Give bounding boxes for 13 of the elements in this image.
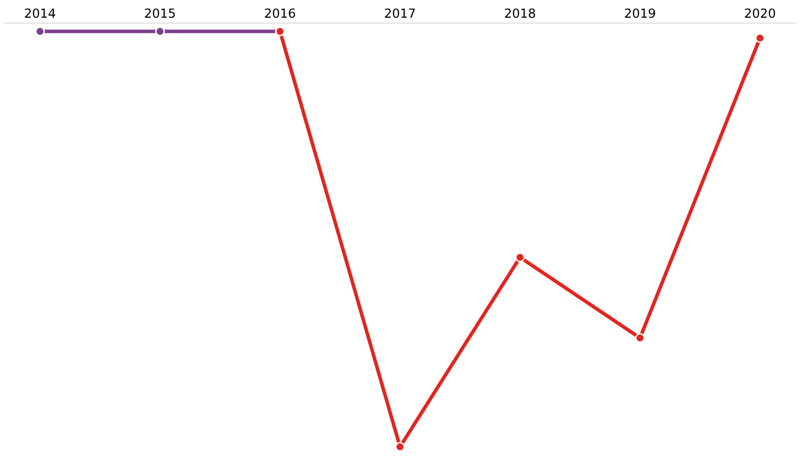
point <box>35 26 45 36</box>
x-tick-label: 2020 <box>745 8 776 18</box>
x-tick-label: 2018 <box>505 8 536 18</box>
x-tick-label: 2014 <box>25 8 56 18</box>
x-tick-label: 2017 <box>385 8 415 18</box>
x-tick-label: 2015 <box>145 8 175 18</box>
point <box>395 442 405 452</box>
x-tick-label: 2016 <box>265 8 296 18</box>
point <box>515 252 525 262</box>
point <box>635 333 645 343</box>
point <box>755 33 765 43</box>
point <box>155 26 165 36</box>
x-tick-label: 2019 <box>625 8 656 18</box>
